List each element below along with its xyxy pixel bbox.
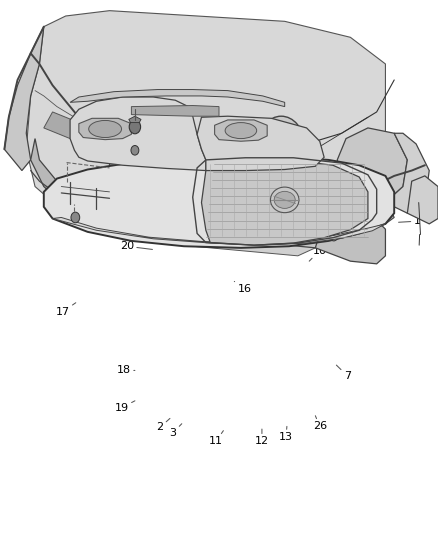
Circle shape [273, 128, 276, 132]
Text: 16: 16 [234, 281, 251, 294]
Text: 13: 13 [279, 426, 293, 442]
Circle shape [71, 212, 80, 223]
Circle shape [329, 230, 338, 241]
Ellipse shape [225, 123, 257, 139]
Polygon shape [131, 106, 219, 116]
Polygon shape [110, 139, 175, 192]
Polygon shape [359, 204, 394, 224]
Text: 14: 14 [349, 199, 367, 214]
Circle shape [304, 224, 313, 235]
Polygon shape [315, 208, 385, 264]
Polygon shape [96, 184, 324, 213]
Text: 10: 10 [309, 246, 327, 261]
Polygon shape [166, 133, 263, 203]
Text: 20: 20 [120, 241, 152, 251]
Circle shape [293, 142, 296, 146]
Polygon shape [166, 188, 210, 209]
Circle shape [129, 120, 141, 134]
Text: 17: 17 [56, 303, 76, 317]
Circle shape [286, 156, 290, 160]
Circle shape [286, 128, 290, 132]
Circle shape [273, 156, 276, 160]
Polygon shape [44, 157, 394, 248]
Circle shape [304, 223, 310, 231]
Polygon shape [215, 120, 267, 141]
Polygon shape [96, 192, 324, 227]
Text: 2: 2 [156, 418, 170, 432]
Text: 18: 18 [117, 366, 135, 375]
Text: 12: 12 [255, 429, 269, 446]
Polygon shape [31, 139, 96, 208]
Text: 9: 9 [338, 238, 351, 252]
Text: 11: 11 [209, 431, 223, 446]
Polygon shape [70, 90, 285, 107]
Circle shape [128, 207, 134, 214]
Circle shape [233, 217, 240, 224]
Ellipse shape [270, 187, 299, 213]
Circle shape [268, 220, 275, 228]
Polygon shape [197, 116, 324, 171]
Text: 26: 26 [313, 416, 327, 431]
Ellipse shape [88, 120, 121, 138]
Polygon shape [337, 128, 407, 203]
Circle shape [272, 132, 291, 156]
Circle shape [265, 124, 298, 164]
Polygon shape [166, 193, 237, 213]
Circle shape [131, 146, 139, 155]
Polygon shape [26, 11, 385, 229]
Polygon shape [4, 27, 44, 171]
Polygon shape [70, 97, 206, 171]
Text: 19: 19 [115, 401, 135, 413]
Circle shape [163, 211, 170, 218]
Text: 7: 7 [336, 365, 351, 381]
Text: 3: 3 [170, 424, 182, 438]
Circle shape [258, 116, 304, 172]
Ellipse shape [274, 191, 295, 208]
Circle shape [198, 214, 205, 221]
Polygon shape [131, 195, 280, 219]
Polygon shape [385, 133, 429, 213]
Circle shape [266, 142, 270, 146]
Polygon shape [96, 220, 324, 248]
Polygon shape [407, 176, 438, 224]
Text: 1: 1 [399, 216, 420, 226]
Polygon shape [201, 160, 368, 245]
Polygon shape [53, 217, 385, 245]
Text: 2: 2 [410, 179, 427, 189]
Polygon shape [129, 116, 141, 123]
Polygon shape [123, 205, 315, 256]
Polygon shape [44, 112, 79, 139]
Polygon shape [79, 118, 131, 140]
Polygon shape [61, 182, 105, 209]
